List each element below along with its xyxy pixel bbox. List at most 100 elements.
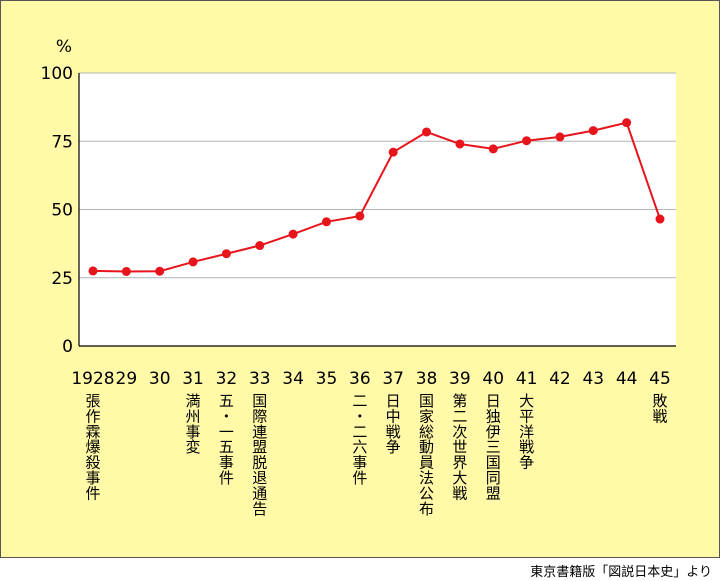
- x-tick-label: 32: [216, 369, 238, 389]
- event-label-char: 日: [486, 392, 501, 410]
- event-label-char: 霖: [85, 423, 100, 441]
- y-unit-label: %: [56, 37, 72, 57]
- event-label-char: ・: [352, 407, 367, 425]
- data-point: [321, 217, 331, 227]
- data-point: [522, 136, 532, 146]
- event-label-char: 盟: [486, 484, 501, 502]
- y-tick-label: 50: [51, 201, 73, 221]
- x-tick-label: 43: [582, 369, 604, 389]
- x-tick-label: 42: [549, 369, 571, 389]
- y-tick-label: 100: [41, 64, 73, 84]
- event-label-char: 作: [85, 407, 100, 425]
- x-tick-label: 29: [116, 369, 138, 389]
- event-label-char: 界: [452, 454, 467, 472]
- x-tick-label: 39: [449, 369, 471, 389]
- event-label-char: 国: [419, 392, 434, 410]
- event-label-char: 次: [452, 423, 467, 441]
- event-label-char: 敗: [652, 392, 667, 410]
- event-label-char: 事: [186, 423, 201, 441]
- data-point: [588, 126, 598, 136]
- y-tick-label: 0: [62, 337, 73, 357]
- event-label-char: 五: [219, 438, 234, 456]
- event-label-char: 件: [352, 469, 367, 487]
- event-label-char: 大: [452, 469, 467, 487]
- event-label-char: 張: [85, 392, 100, 410]
- event-label-char: 三: [486, 438, 501, 456]
- event-label-char: 殺: [85, 454, 100, 472]
- event-label-char: 伊: [486, 423, 501, 441]
- event-label-char: ・: [219, 407, 234, 425]
- x-tick-label: 38: [416, 369, 438, 389]
- x-tick-label: 31: [182, 369, 204, 389]
- event-label-char: 大: [519, 392, 534, 410]
- event-label-char: 第: [452, 392, 467, 410]
- event-label-char: 争: [386, 438, 401, 456]
- event-label-char: 脱: [252, 454, 267, 472]
- event-label-char: 一: [219, 423, 234, 441]
- x-tick-label: 1928: [71, 369, 114, 389]
- x-tick-label: 33: [249, 369, 271, 389]
- event-label-char: 日: [386, 392, 401, 410]
- x-tick-label: 45: [649, 369, 671, 389]
- y-tick-label: 75: [51, 132, 73, 152]
- event-label-char: 動: [419, 438, 434, 456]
- event-label-char: 退: [252, 469, 267, 487]
- event-label-char: 満: [186, 392, 201, 410]
- event-label-char: 変: [186, 438, 201, 456]
- event-label-char: 二: [452, 407, 467, 425]
- y-tick-label: 25: [51, 269, 73, 289]
- event-label-char: 世: [452, 438, 467, 456]
- event-label-char: 争: [519, 454, 534, 472]
- x-tick-label: 40: [482, 369, 504, 389]
- event-label-char: 事: [352, 454, 367, 472]
- event-label-char: 件: [85, 484, 100, 502]
- event-label-char: 二: [352, 423, 367, 441]
- event-label-char: 家: [419, 407, 434, 425]
- data-point: [422, 127, 432, 137]
- event-label-char: 通: [252, 484, 267, 502]
- event-label-char: 二: [352, 392, 367, 410]
- event-label-char: 件: [219, 469, 234, 487]
- data-point: [388, 147, 398, 157]
- x-tick-label: 41: [516, 369, 538, 389]
- event-label-char: 戦: [652, 407, 667, 425]
- data-point: [355, 211, 365, 221]
- event-label-char: 六: [352, 438, 367, 456]
- event-label-char: 州: [186, 407, 201, 425]
- data-point: [188, 257, 198, 267]
- event-label-char: 国: [252, 392, 267, 410]
- event-label-char: 総: [419, 423, 434, 441]
- source-note: 東京書籍版「図説日本史」より: [530, 565, 712, 580]
- x-tick-label: 37: [382, 369, 404, 389]
- event-label-char: 事: [219, 454, 234, 472]
- event-label-char: 洋: [519, 423, 534, 441]
- data-point: [221, 249, 231, 259]
- data-point: [255, 241, 265, 251]
- event-label-char: 員: [419, 454, 434, 472]
- data-point: [121, 266, 131, 276]
- data-point: [155, 266, 165, 276]
- x-tick-label: 36: [349, 369, 371, 389]
- data-point: [622, 118, 632, 128]
- data-point: [455, 139, 465, 149]
- event-label-char: 戦: [452, 484, 467, 502]
- event-label-char: 平: [519, 407, 534, 425]
- x-tick-label: 30: [149, 369, 171, 389]
- event-label-char: 布: [419, 500, 434, 518]
- data-point: [655, 214, 665, 224]
- line-chart: 0 25 50 75 100% 1928 29 30 31 32 33 34 35 36 37 38 39 40 4…: [41, 37, 676, 518]
- event-label-char: 戦: [519, 438, 534, 456]
- event-label-char: 戦: [386, 423, 401, 441]
- event-label-char: 事: [85, 469, 100, 487]
- event-label-char: 告: [252, 500, 267, 518]
- event-label-char: 中: [386, 407, 401, 425]
- data-point: [488, 144, 498, 154]
- data-point: [555, 132, 565, 142]
- event-label-char: 爆: [85, 438, 100, 456]
- data-point: [88, 266, 98, 276]
- event-label-char: 五: [219, 392, 234, 410]
- event-label-char: 盟: [252, 438, 267, 456]
- event-label-char: 同: [486, 469, 501, 487]
- x-tick-label: 35: [316, 369, 338, 389]
- x-tick-label: 44: [616, 369, 638, 389]
